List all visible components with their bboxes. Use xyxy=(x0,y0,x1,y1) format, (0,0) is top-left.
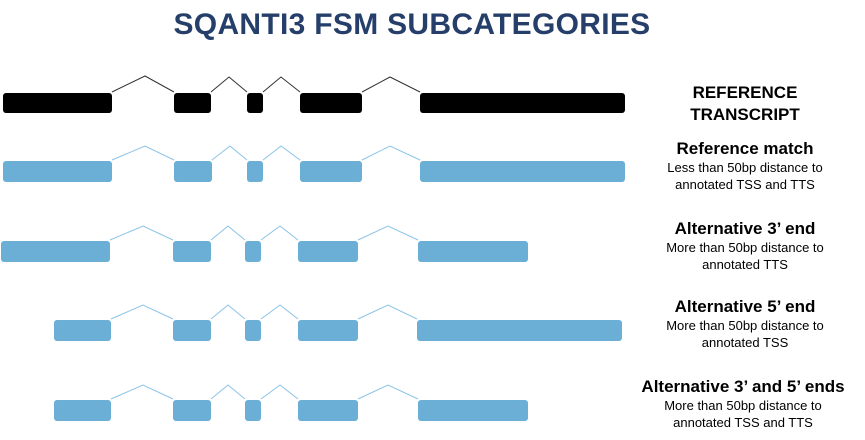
exon-block xyxy=(3,161,112,182)
label-name: Alternative 3’ and 5’ ends xyxy=(641,377,845,396)
intron-line xyxy=(110,384,174,400)
intron-line xyxy=(262,145,301,161)
intron-line xyxy=(262,76,301,93)
label-description: More than 50bp distance to xyxy=(666,318,824,333)
intron-line xyxy=(357,304,418,320)
reference-match-label: Reference match Less than 50bp distance … xyxy=(640,139,850,193)
reference-match-track xyxy=(3,145,625,182)
exon-block xyxy=(418,241,528,262)
exon-block xyxy=(420,93,625,113)
label-description: annotated TTS xyxy=(702,257,788,272)
reference-transcript-label: REFERENCE TRANSCRIPT xyxy=(640,82,850,126)
alt-3-end-label: Alternative 3’ end More than 50bp distan… xyxy=(635,219,855,273)
exon-block xyxy=(247,161,263,182)
label-description: annotated TSS xyxy=(701,335,789,350)
label-description: annotated TSS and TTS xyxy=(675,177,815,192)
label-name: Alternative 3’ end xyxy=(674,219,816,238)
exon-block xyxy=(173,241,211,262)
alt-5-end-label: Alternative 5’ end More than 50bp distan… xyxy=(635,297,855,351)
exon-block xyxy=(247,93,263,113)
intron-line xyxy=(357,225,419,241)
label-description: More than 50bp distance to xyxy=(666,240,824,255)
intron-line xyxy=(357,384,419,400)
alt-3-5-ends-label: Alternative 3’ and 5’ ends More than 50b… xyxy=(625,377,861,431)
exon-block xyxy=(245,400,261,421)
label-name: REFERENCE xyxy=(692,83,798,102)
intron-line xyxy=(210,76,248,93)
exon-block xyxy=(173,400,211,421)
intron-line xyxy=(210,384,246,400)
label-description: Less than 50bp distance to xyxy=(667,160,823,175)
exon-block xyxy=(298,400,358,421)
exon-block xyxy=(1,241,110,262)
intron-line xyxy=(210,304,246,320)
intron-line xyxy=(211,145,248,161)
alt-5-end-track xyxy=(54,304,622,341)
intron-line xyxy=(109,225,174,241)
intron-line xyxy=(260,384,299,400)
exon-block xyxy=(298,320,358,341)
label-name: TRANSCRIPT xyxy=(690,105,800,124)
exon-block xyxy=(3,93,112,113)
exon-block xyxy=(300,161,362,182)
intron-line xyxy=(111,145,175,161)
exon-block xyxy=(173,320,211,341)
exon-block xyxy=(300,93,362,113)
exon-block xyxy=(54,400,111,421)
exon-block xyxy=(420,161,625,182)
diagram-title: SQANTI3 FSM SUBCATEGORIES xyxy=(173,8,651,41)
intron-line xyxy=(361,145,421,161)
label-name: Alternative 5’ end xyxy=(674,297,816,316)
exon-block xyxy=(174,161,212,182)
exon-block xyxy=(245,320,261,341)
label-name: Reference match xyxy=(676,139,814,158)
intron-line xyxy=(111,75,175,93)
exon-block xyxy=(417,320,622,341)
intron-line xyxy=(110,304,174,320)
exon-block xyxy=(245,241,261,262)
intron-line xyxy=(361,76,421,93)
label-description: annotated TSS and TTS xyxy=(673,415,813,430)
label-description: More than 50bp distance to xyxy=(664,398,822,413)
alt-3-5-ends-track xyxy=(54,384,528,421)
intron-line xyxy=(210,225,246,241)
exon-block xyxy=(298,241,358,262)
intron-line xyxy=(260,225,299,241)
alt-3-end-track xyxy=(1,225,528,262)
intron-line xyxy=(260,304,299,320)
reference-transcript-track xyxy=(3,75,625,113)
exon-block xyxy=(54,320,111,341)
exon-block xyxy=(174,93,211,113)
exon-block xyxy=(418,400,528,421)
